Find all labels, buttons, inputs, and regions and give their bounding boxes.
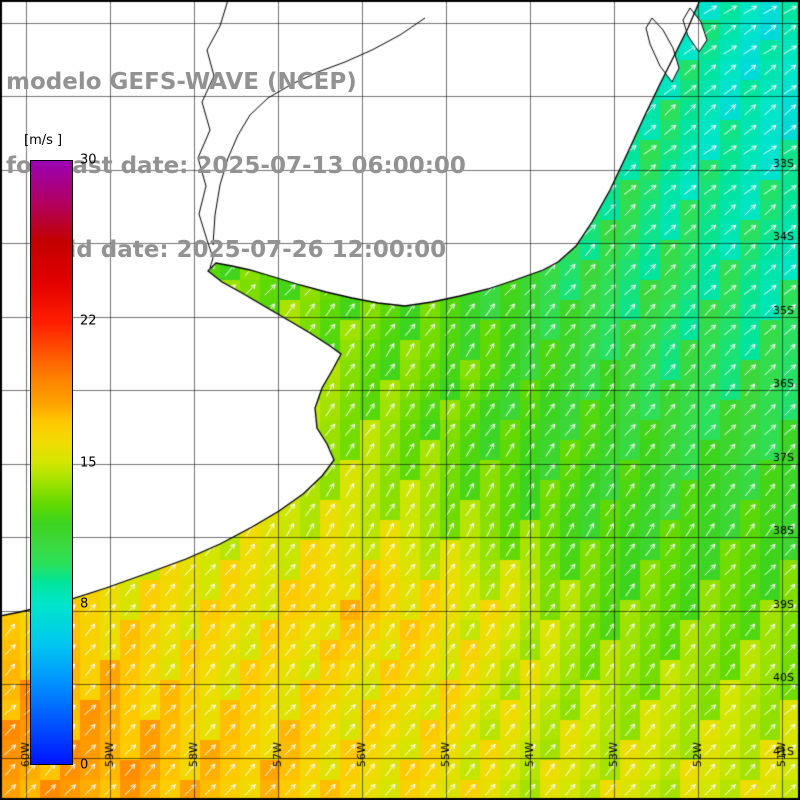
colorbar-tick-22: 22: [80, 313, 97, 329]
colorbar-gradient: [30, 160, 73, 765]
colorbar-tick-0: 0: [80, 757, 89, 773]
colorbar-tick-8: 8: [80, 596, 89, 612]
forecast-date: forecast date: 2025-07-13 06:00:00: [6, 153, 466, 179]
colorbar-unit-label: [m/s ]: [24, 133, 63, 148]
valid-date: valid date: 2025-07-26 12:00:00: [6, 237, 447, 263]
map-header: modelo GEFS-WAVE (NCEP) forecast date: 2…: [6, 12, 466, 320]
colorbar-tick-15: 15: [80, 455, 97, 470]
colorbar: [m/s ] 30 22 15 8 0: [24, 133, 97, 773]
colorbar-tick-30: 30: [80, 152, 97, 168]
model-title: modelo GEFS-WAVE (NCEP): [6, 69, 357, 95]
colorbar-ticks: 30 22 15 8 0: [80, 153, 120, 773]
